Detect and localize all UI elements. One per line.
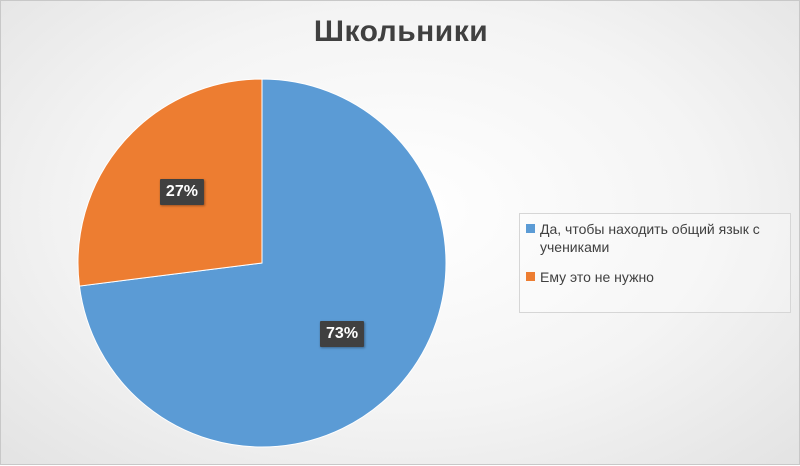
legend-label: Ему это не нужно: [540, 269, 654, 285]
legend-swatch-blue: [526, 224, 535, 233]
legend-item: Ему это не нужно: [526, 268, 784, 286]
legend-label: Да, чтобы находить общий язык с ученикам…: [540, 221, 760, 255]
data-label-1: 27%: [159, 179, 204, 206]
pie-slice-0: [78, 78, 447, 448]
chart-title: Школьники: [313, 15, 489, 48]
legend-swatch-orange: [526, 272, 535, 281]
legend-item: Да, чтобы находить общий язык с ученикам…: [526, 220, 784, 256]
data-label-0: 73%: [320, 320, 365, 347]
legend: Да, чтобы находить общий язык с ученикам…: [519, 213, 791, 313]
